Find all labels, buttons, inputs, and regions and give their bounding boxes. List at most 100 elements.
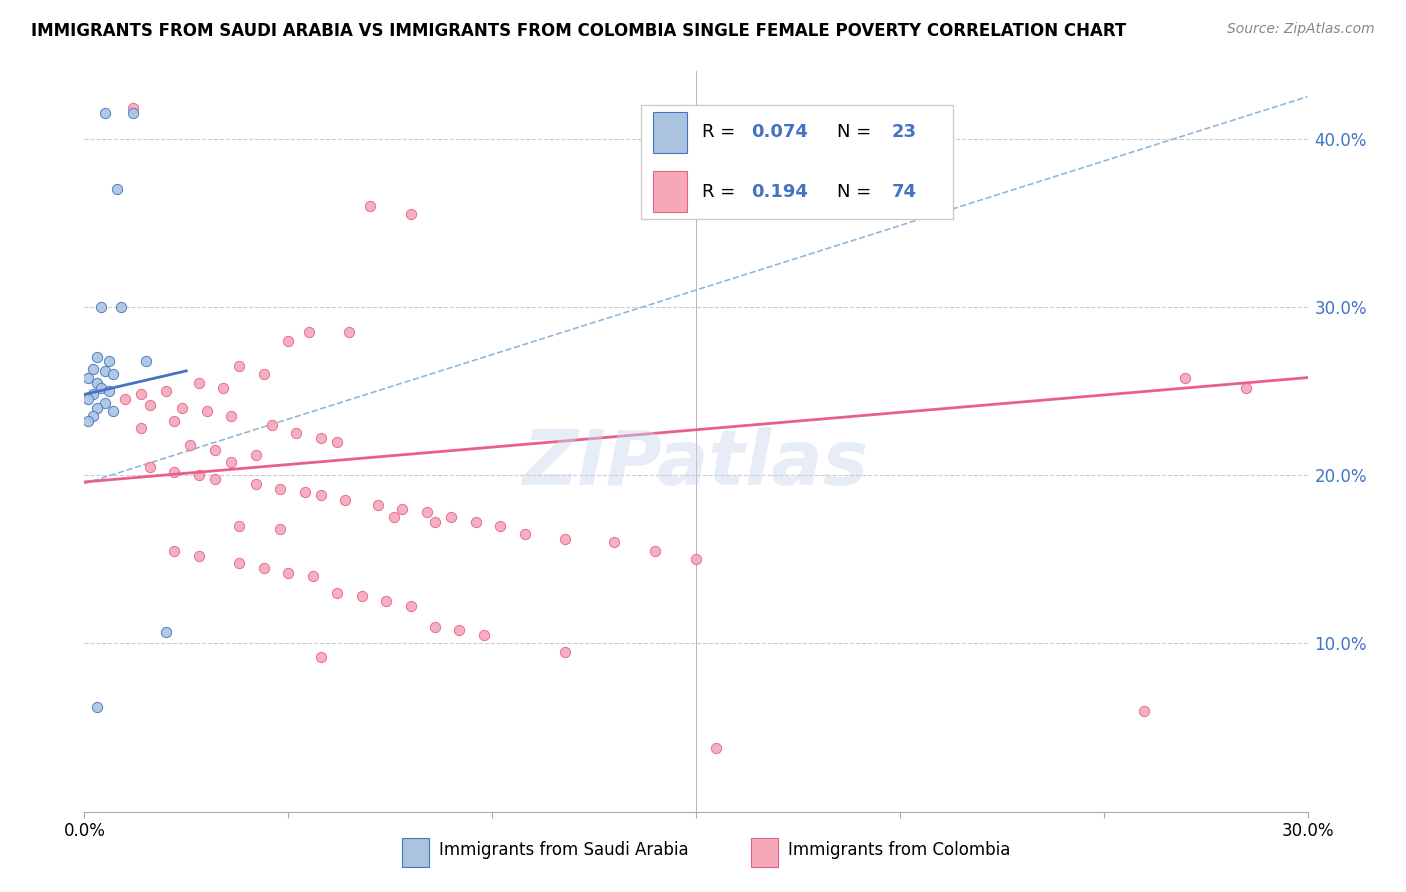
Point <box>204 471 226 485</box>
Point <box>82 409 104 424</box>
Point <box>285 426 308 441</box>
Point <box>228 556 250 570</box>
Point <box>339 325 361 339</box>
Point <box>399 207 422 221</box>
Point <box>440 510 463 524</box>
Point <box>138 398 160 412</box>
Point <box>228 359 250 373</box>
FancyBboxPatch shape <box>402 838 429 867</box>
Point <box>86 351 108 365</box>
Point <box>253 560 276 574</box>
Point <box>464 516 486 530</box>
Point <box>301 569 323 583</box>
Point <box>472 628 495 642</box>
Point <box>172 401 194 415</box>
Point <box>122 106 145 120</box>
Point <box>245 476 267 491</box>
Point <box>101 368 124 382</box>
Text: ZIPatlas: ZIPatlas <box>523 426 869 500</box>
Point <box>163 414 186 428</box>
Point <box>277 566 299 580</box>
Text: IMMIGRANTS FROM SAUDI ARABIA VS IMMIGRANTS FROM COLOMBIA SINGLE FEMALE POVERTY C: IMMIGRANTS FROM SAUDI ARABIA VS IMMIGRAN… <box>31 22 1126 40</box>
Point <box>204 442 226 457</box>
Point <box>350 590 373 604</box>
Point <box>367 499 389 513</box>
Point <box>86 401 108 415</box>
Point <box>93 364 115 378</box>
Point <box>228 518 250 533</box>
Point <box>77 370 100 384</box>
Text: 0.074: 0.074 <box>751 123 808 142</box>
Point <box>277 334 299 348</box>
Point <box>294 485 316 500</box>
Point <box>155 384 177 398</box>
Point <box>131 421 153 435</box>
Point <box>423 619 446 633</box>
Point <box>309 431 332 445</box>
Point <box>449 623 471 637</box>
Point <box>309 488 332 502</box>
Point <box>391 501 413 516</box>
Point <box>1133 704 1156 718</box>
Text: Source: ZipAtlas.com: Source: ZipAtlas.com <box>1227 22 1375 37</box>
Point <box>82 387 104 401</box>
Point <box>187 468 209 483</box>
Point <box>253 368 276 382</box>
Point <box>195 404 218 418</box>
Point <box>644 544 666 558</box>
Point <box>187 549 209 563</box>
Point <box>122 102 145 116</box>
Point <box>416 505 439 519</box>
Point <box>359 199 381 213</box>
Text: Immigrants from Colombia: Immigrants from Colombia <box>787 841 1010 859</box>
Point <box>260 417 283 432</box>
Point <box>423 516 446 530</box>
FancyBboxPatch shape <box>641 104 953 219</box>
Point <box>219 409 242 424</box>
Point <box>131 387 153 401</box>
Point <box>114 392 136 407</box>
Point <box>179 438 201 452</box>
Point <box>93 396 115 410</box>
Point <box>110 300 132 314</box>
Point <box>77 392 100 407</box>
FancyBboxPatch shape <box>751 838 778 867</box>
Point <box>219 455 242 469</box>
Point <box>269 522 291 536</box>
Text: R =: R = <box>702 123 741 142</box>
Point <box>489 518 512 533</box>
Point <box>513 527 536 541</box>
Point <box>163 465 186 479</box>
Point <box>1236 381 1258 395</box>
Point <box>245 448 267 462</box>
Point <box>86 376 108 390</box>
Point <box>93 106 115 120</box>
Text: N =: N = <box>837 123 876 142</box>
Point <box>309 649 332 664</box>
Point <box>554 532 576 546</box>
Text: R =: R = <box>702 183 741 201</box>
Text: Immigrants from Saudi Arabia: Immigrants from Saudi Arabia <box>439 841 689 859</box>
Text: 23: 23 <box>891 123 917 142</box>
Point <box>90 300 112 314</box>
Text: N =: N = <box>837 183 876 201</box>
Text: 0.194: 0.194 <box>751 183 808 201</box>
Point <box>138 459 160 474</box>
Point <box>77 414 100 428</box>
Point <box>212 381 235 395</box>
FancyBboxPatch shape <box>654 112 688 153</box>
Point <box>382 510 405 524</box>
Point <box>326 434 349 449</box>
Point <box>97 353 120 368</box>
Point <box>1174 370 1197 384</box>
Point <box>90 381 112 395</box>
Point <box>706 740 728 755</box>
Point <box>105 182 128 196</box>
Point <box>101 404 124 418</box>
Point <box>603 535 626 549</box>
Point <box>399 599 422 614</box>
Point <box>86 700 108 714</box>
Point <box>269 482 291 496</box>
Point <box>163 544 186 558</box>
Point <box>97 384 120 398</box>
